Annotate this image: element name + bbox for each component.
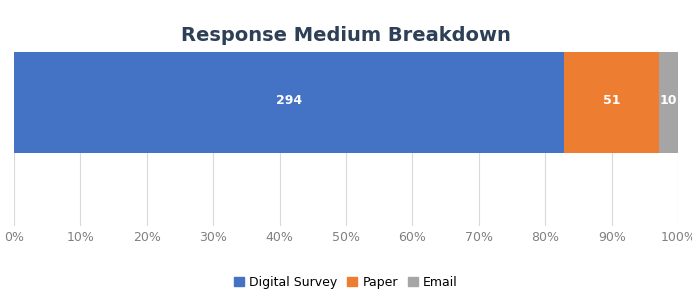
Legend: Digital Survey, Paper, Email: Digital Survey, Paper, Email (229, 271, 463, 290)
Bar (14, 49, 564, 153)
Text: 51: 51 (603, 95, 621, 107)
Bar (659, 49, 678, 153)
Bar (564, 49, 659, 153)
Text: 294: 294 (276, 95, 302, 107)
Title: Response Medium Breakdown: Response Medium Breakdown (181, 26, 511, 45)
Text: 10: 10 (660, 95, 677, 107)
